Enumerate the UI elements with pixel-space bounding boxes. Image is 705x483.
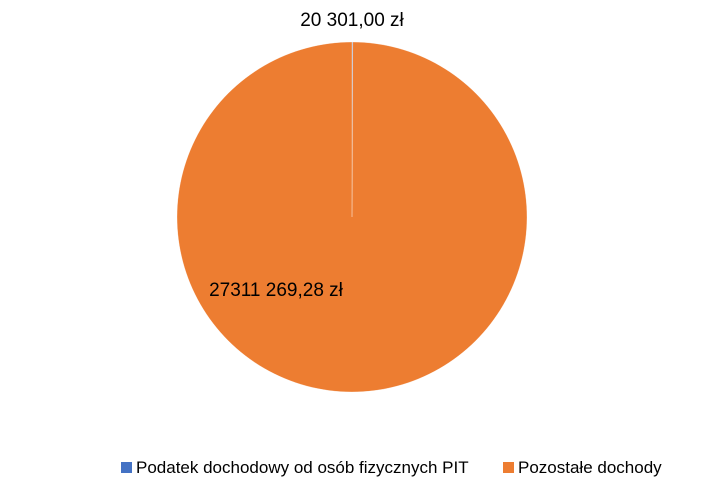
legend-label: Pozostałe dochody (518, 458, 662, 477)
legend-swatch (121, 462, 132, 473)
data-label: 20 301,00 zł (300, 10, 404, 31)
pie-slice (176, 41, 528, 393)
legend-label: Podatek dochodowy od osób fizycznych PIT (136, 458, 469, 477)
legend-item: Podatek dochodowy od osób fizycznych PIT (121, 456, 469, 480)
legend-item: Pozostałe dochody (503, 456, 662, 480)
legend-swatch (503, 462, 514, 473)
data-label: 27311 269,28 zł (209, 280, 343, 301)
legend: Podatek dochodowy od osób fizycznych PIT… (0, 456, 705, 480)
